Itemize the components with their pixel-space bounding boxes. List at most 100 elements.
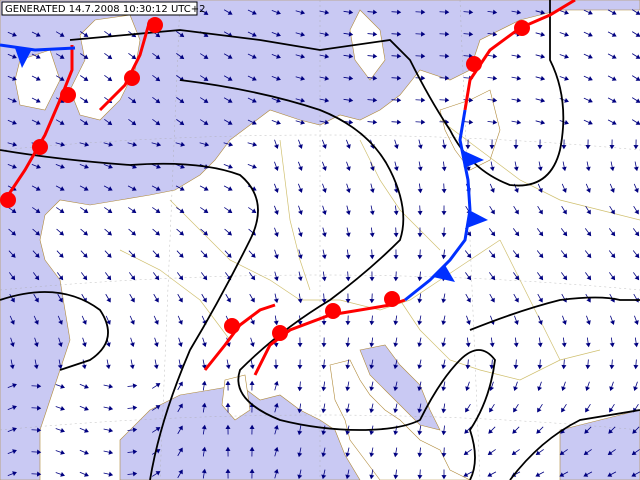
wind-arrow-head (84, 164, 89, 169)
wind-arrow-head (345, 232, 351, 238)
wind-arrow-head (585, 342, 591, 348)
wind-arrow-head (81, 364, 87, 370)
wind-arrow-head (321, 232, 327, 238)
wind-arrow-head (276, 54, 281, 59)
wind-arrow-head (36, 383, 42, 389)
wind-arrow-head (178, 447, 183, 453)
wind-arrow-head (81, 342, 87, 348)
wind-arrow-head (489, 364, 495, 370)
wind-arrow-head (108, 383, 114, 389)
wind-arrow-head (535, 450, 541, 456)
wind-arrow-head (131, 230, 137, 236)
wind-arrow-head (417, 166, 423, 172)
wind-arrow-head (540, 9, 546, 15)
wind-arrow-head (203, 186, 209, 191)
wind-arrow-head (586, 320, 591, 325)
wind-arrow-head (444, 97, 450, 103)
wind-arrow-head (36, 405, 42, 411)
wind-arrow-head (84, 428, 89, 433)
wind-arrow-head (393, 255, 399, 260)
wind-arrow-head (60, 471, 65, 477)
wind-arrow-head (228, 164, 233, 169)
wind-arrow-head (611, 98, 617, 103)
wind-arrow-head (178, 381, 183, 387)
wind-arrow-head (444, 53, 450, 59)
wind-arrow-head (250, 253, 256, 258)
wind-arrow-head (84, 472, 89, 477)
wind-arrow-head (564, 54, 569, 59)
wind-arrow-head (321, 430, 327, 436)
wind-arrow-head (201, 446, 207, 452)
wind-arrow-head (393, 232, 399, 238)
wind-arrow-head (34, 319, 39, 325)
wind-arrow-head (10, 319, 15, 325)
wind-arrow-head (83, 120, 89, 125)
wind-arrow-head (441, 452, 447, 458)
wind-arrow-head (274, 188, 279, 193)
wind-arrow-head (348, 9, 354, 15)
wind-arrow-head (537, 342, 543, 348)
wind-arrow-head (607, 450, 613, 456)
wind-arrow-head (177, 342, 183, 348)
wind-arrow-head (321, 321, 327, 326)
wind-arrow-head (274, 210, 279, 215)
wind-arrow-head (420, 9, 426, 15)
wind-arrow-head (561, 386, 567, 391)
wind-arrow-head (179, 230, 185, 236)
wind-arrow-head (324, 97, 330, 103)
wind-arrow-head (585, 145, 591, 150)
wind-arrow-head (82, 253, 88, 258)
wind-arrow-head (564, 32, 569, 37)
wind-arrow-head (514, 320, 519, 325)
wind-arrow-head (273, 144, 279, 149)
wind-arrow-head (393, 386, 399, 392)
wind-arrow-head (273, 276, 279, 282)
wind-arrow-head (34, 275, 40, 281)
wind-arrow-head (156, 164, 161, 169)
wind-arrow-head (369, 232, 375, 238)
wind-arrow-head (417, 364, 423, 370)
wind-arrow-head (35, 76, 41, 81)
wind-arrow-head (633, 166, 639, 172)
wind-arrow-head (108, 427, 114, 433)
wind-arrow-head (489, 386, 495, 391)
wind-arrow-head (273, 446, 279, 452)
wind-arrow-head (225, 424, 231, 429)
wind-arrow-head (393, 430, 399, 436)
wind-arrow-head (252, 164, 257, 169)
wind-arrow-head (514, 209, 519, 215)
wind-arrow-head (369, 298, 375, 304)
wind-arrow-head (155, 427, 161, 432)
wind-arrow-head (178, 297, 183, 303)
wind-arrow-head (492, 119, 498, 125)
wind-arrow-head (465, 407, 470, 413)
wind-arrow-head (179, 32, 185, 38)
wind-arrow-head (635, 98, 640, 103)
wind-arrow-head (130, 253, 136, 258)
wind-arrow-head (273, 424, 279, 430)
wind-arrow-head (562, 253, 568, 259)
wind-arrow-head (635, 10, 640, 15)
wind-arrow-head (538, 297, 543, 303)
wind-arrow-head (441, 298, 447, 304)
wind-arrow-head (369, 254, 375, 260)
wind-arrow-head (345, 210, 351, 216)
wind-arrow-head (84, 384, 89, 389)
wind-arrow-head (179, 186, 185, 191)
wind-arrow-head (201, 468, 207, 474)
wind-arrow-head (227, 54, 233, 59)
wind-arrow-head (297, 232, 303, 238)
wind-arrow-head (633, 386, 639, 391)
wind-arrow-head (297, 474, 303, 480)
wind-arrow-head (132, 449, 138, 455)
wind-arrow-head (492, 31, 498, 37)
wind-arrow-head (607, 472, 613, 477)
wind-arrow-head (610, 320, 615, 325)
wind-arrow-head (369, 188, 375, 194)
wind-arrow-head (561, 407, 566, 413)
wind-arrow-head (488, 429, 494, 434)
wind-arrow-head (417, 144, 423, 150)
wind-arrow-head (298, 188, 303, 193)
wind-arrow-head (631, 450, 637, 456)
wind-arrow-head (396, 119, 402, 125)
